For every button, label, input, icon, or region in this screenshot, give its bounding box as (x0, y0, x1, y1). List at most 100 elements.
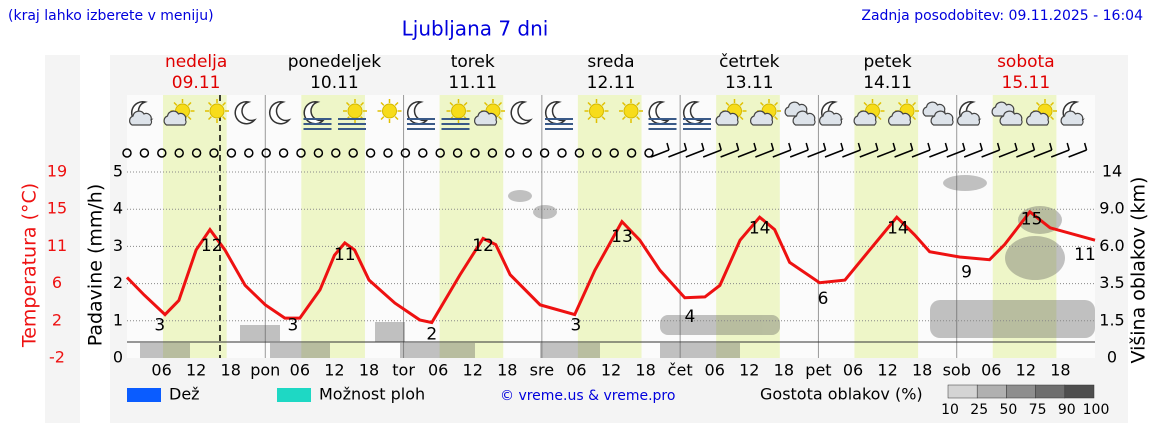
sun-ray (877, 116, 882, 121)
calm-wind (226, 148, 237, 158)
sun-ray (449, 101, 454, 106)
wind-barb (911, 149, 931, 158)
wind-barb-tick (666, 142, 670, 151)
sun-ray (739, 116, 744, 121)
wind-barb-tick (1049, 142, 1053, 151)
wind-barb-tick (944, 142, 949, 151)
sun-ray (360, 101, 365, 106)
cloud-tick-label: 9.0 (1099, 199, 1124, 218)
wind-barb (720, 149, 739, 158)
legend-swatch (127, 388, 161, 402)
x-tick-label: 18 (774, 361, 794, 380)
day-date: 15.11 (1002, 73, 1051, 93)
sun (382, 103, 397, 119)
cloud (999, 110, 1023, 126)
precip-tick-label: 5 (113, 162, 123, 181)
wind-barb (963, 149, 983, 158)
wind-barb (1016, 149, 1035, 158)
calm-wind (505, 148, 515, 158)
wind-barb (1033, 149, 1053, 158)
calm-wind (592, 148, 602, 158)
calm-wind (644, 148, 654, 158)
sun-ray (636, 116, 641, 121)
day-band (577, 95, 642, 358)
wind-barb (755, 149, 774, 158)
wind-barb-tick (875, 142, 879, 151)
cloud (888, 110, 912, 126)
x-tick-label: 06 (290, 361, 310, 380)
calm-wind (609, 148, 619, 158)
density-swatch (1006, 384, 1036, 399)
cloud (715, 110, 739, 126)
temp-extreme-label: 12 (472, 236, 494, 256)
wind-barb-tick (927, 142, 931, 151)
temp-tick-label: 6 (52, 273, 62, 292)
sun (209, 103, 225, 119)
x-tick-label: pet (805, 361, 831, 380)
sun-ray (863, 101, 868, 106)
wind-barb-tick (788, 142, 792, 151)
sun-ray (222, 116, 227, 121)
wind-barb (981, 149, 1000, 158)
sun-ray (380, 101, 385, 106)
title: Ljubljana 7 dni (402, 17, 549, 41)
density-tick: 100 (1083, 402, 1110, 418)
calm-wind (139, 148, 150, 158)
x-tick-label: 12 (463, 361, 483, 380)
day-date: 10.11 (310, 73, 359, 93)
calm-wind (244, 148, 254, 158)
cloud (819, 110, 843, 126)
sun-ray (774, 101, 779, 106)
x-tick-label: 18 (912, 361, 932, 380)
calm-wind (452, 148, 463, 158)
wind-barb-tick (892, 142, 896, 151)
x-tick-label: 06 (428, 361, 448, 380)
temperature-line (125, 209, 1096, 325)
cloud (474, 110, 498, 126)
sun-ray (739, 101, 744, 106)
density-tick: 50 (999, 402, 1017, 418)
x-tick-label: 12 (324, 361, 344, 380)
x-tick-label: 18 (1050, 361, 1070, 380)
temp-tick-label: 11 (47, 236, 67, 255)
sun-ray (345, 101, 350, 106)
temp-extreme-label: 14 (749, 218, 771, 238)
calm-wind (539, 148, 550, 158)
wind-barb-tick (1031, 142, 1036, 151)
density-tick: 10 (941, 402, 959, 418)
precip-tick-label: 0 (113, 348, 123, 367)
cloud-tick-label: 14 (1102, 162, 1122, 181)
day-name: sobota (997, 52, 1055, 72)
temp-extreme-label: 4 (685, 307, 696, 327)
wind-barb-tick (962, 142, 966, 151)
temp-extreme-label: 2 (426, 325, 437, 345)
sun-ray (463, 101, 468, 106)
wind-barb-tick (909, 142, 914, 151)
temp-extreme-label: 6 (818, 289, 829, 309)
wind-barb-tick (996, 142, 1001, 151)
x-tick-label: 18 (635, 361, 655, 380)
weather-icons (129, 99, 1085, 130)
calm-wind (157, 148, 167, 158)
cloud (1060, 110, 1084, 126)
wind-barb-tick (979, 142, 983, 151)
day-date: 14.11 (863, 73, 912, 93)
moon (268, 101, 292, 125)
sun-ray (380, 116, 385, 121)
day-name: sreda (587, 52, 634, 72)
calm-wind (174, 148, 184, 158)
wind-barb (929, 149, 948, 158)
x-tick-label: 12 (186, 361, 206, 380)
temp-extreme-label: 15 (1021, 209, 1043, 229)
calm-wind (122, 148, 132, 158)
sun-ray (636, 101, 641, 106)
day-band (301, 95, 365, 358)
temp-extreme-label: 11 (334, 245, 356, 265)
wind-barb-tick (822, 142, 827, 151)
wind-barb (842, 149, 861, 158)
day-band (439, 95, 504, 358)
density-swatch (1035, 384, 1066, 399)
sun-ray (587, 116, 592, 121)
day-name: torek (451, 52, 495, 72)
sun-ray (1050, 101, 1055, 106)
